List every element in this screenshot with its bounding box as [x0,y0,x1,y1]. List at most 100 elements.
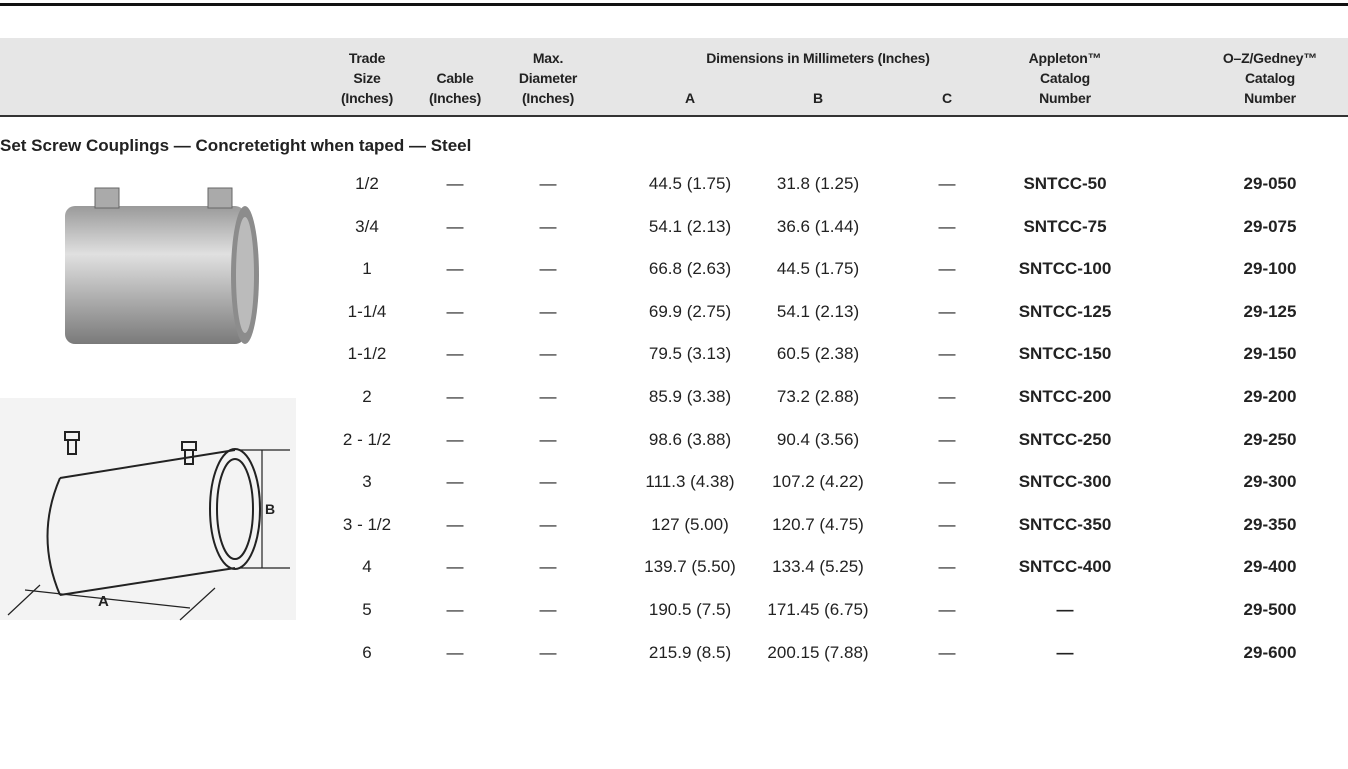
table-cell: 120.7 (4.75) [772,514,864,534]
table-cell: SNTCC-125 [1018,301,1112,321]
table-cell: — [446,259,464,279]
table-cell: 44.5 (1.75) [776,259,860,279]
table-cell: 111.3 (4.38) [645,472,735,492]
table-cell: 2 - 1/2 [342,429,392,449]
table-cell: 98.6 (3.88) [648,429,732,449]
table-cell: — [539,429,557,449]
table-cell: 29-050 [1243,174,1297,193]
table-cell: 1-1/2 [347,344,387,364]
table-cell: — [938,642,956,662]
table-cell: 29-125 [1243,301,1297,321]
table-cell: 36.6 (1.44) [776,216,860,236]
column-header: Catalog [1245,70,1295,86]
table-cell: — [539,514,557,534]
table-cell: — [539,259,557,279]
table-cell: — [938,344,956,364]
header-background [0,38,1348,116]
table-cell: 29-100 [1243,259,1297,279]
figures: B A [0,187,296,621]
column-header: Diameter [518,70,578,86]
group-header: Dimensions in Millimeters (Inches) [706,50,930,66]
table-cell: — [446,344,464,364]
coupling-photo [65,187,259,344]
table-cell: 29-075 [1243,216,1297,236]
figure-label: B [265,501,275,517]
table-cell: 29-400 [1243,557,1297,577]
table-cell: SNTCC-400 [1018,557,1112,577]
table-cell: 79.5 (3.13) [648,344,732,364]
table-cell: 133.4 (5.25) [772,557,864,577]
table-cell: 69.9 (2.75) [648,301,732,321]
table-cell: 107.2 (4.22) [772,472,864,492]
table-cell: 66.8 (2.63) [648,259,732,279]
table-cell: 54.1 (2.13) [776,301,860,321]
table-cell: SNTCC-200 [1018,387,1112,406]
column-header: (Inches) [428,90,482,106]
table-cell: 2 [362,387,372,406]
table-cell: 31.8 (1.25) [776,174,860,193]
top-rule [0,3,1348,6]
table-cell: 139.7 (5.50) [644,557,736,577]
table-cell: SNTCC-75 [1023,216,1107,236]
column-header: C [942,90,952,106]
table-cell: — [938,301,956,321]
table-cell: SNTCC-350 [1018,514,1112,534]
table-cell: — [446,387,464,406]
table-cell: 3 - 1/2 [342,514,392,534]
figure-label: A [98,593,109,610]
table-cell: — [539,174,557,193]
column-header: Appleton™ [1028,50,1102,66]
table-cell: 1-1/4 [347,301,387,321]
column-header: Max. [532,50,564,66]
table-cell: 73.2 (2.88) [776,387,860,406]
table-cell: — [938,429,956,449]
table-cell: — [938,259,956,279]
table-cell: SNTCC-50 [1023,174,1107,193]
column-header: Cable [436,70,474,86]
table-cell: — [539,642,557,662]
table-cell: — [938,174,956,193]
table-cell: — [446,472,464,492]
table-cell: 60.5 (2.38) [776,344,860,364]
table-cell: — [446,429,464,449]
table-cell: 3 [362,472,372,492]
column-header: B [813,90,823,106]
table-cell: SNTCC-150 [1018,344,1112,364]
table-cell: — [539,472,557,492]
table-cell: 1/2 [355,174,379,193]
table-cell: 54.1 (2.13) [648,216,732,236]
table-cell: — [446,301,464,321]
table-cell: 29-600 [1243,642,1297,662]
table-cell: — [938,600,956,619]
table-cell: — [446,600,464,619]
table-cell: — [446,216,464,236]
table-cell: — [938,387,956,406]
column-header: Number [1039,90,1091,106]
table-cell: — [1056,642,1074,662]
column-header: Number [1244,90,1296,106]
table-cell: 190.5 (7.5) [648,600,732,619]
table-cell: 127 (5.00) [651,514,729,534]
table-cell: — [1056,600,1074,619]
column-header: Catalog [1040,70,1090,86]
table-cell: — [938,514,956,534]
table-cell: 5 [362,600,372,619]
table-cell: SNTCC-100 [1018,259,1112,279]
table-cell: — [539,344,557,364]
header-rule [0,115,1348,117]
table-cell: 1 [362,259,372,279]
column-header: (Inches) [340,90,394,106]
table-cell: 90.4 (3.56) [776,429,860,449]
table-cell: 29-350 [1243,514,1297,534]
table-cell: — [446,642,464,662]
table-cell: 29-300 [1243,472,1297,492]
table-cell: — [446,174,464,193]
column-header: O–Z/Gedney™ [1222,50,1318,66]
table-cell: — [539,600,557,619]
table-cell: 3/4 [355,216,379,236]
table-cell: SNTCC-300 [1018,472,1112,492]
table-cell: — [938,472,956,492]
table-cell: — [446,557,464,577]
table-cell: 29-150 [1243,344,1297,364]
